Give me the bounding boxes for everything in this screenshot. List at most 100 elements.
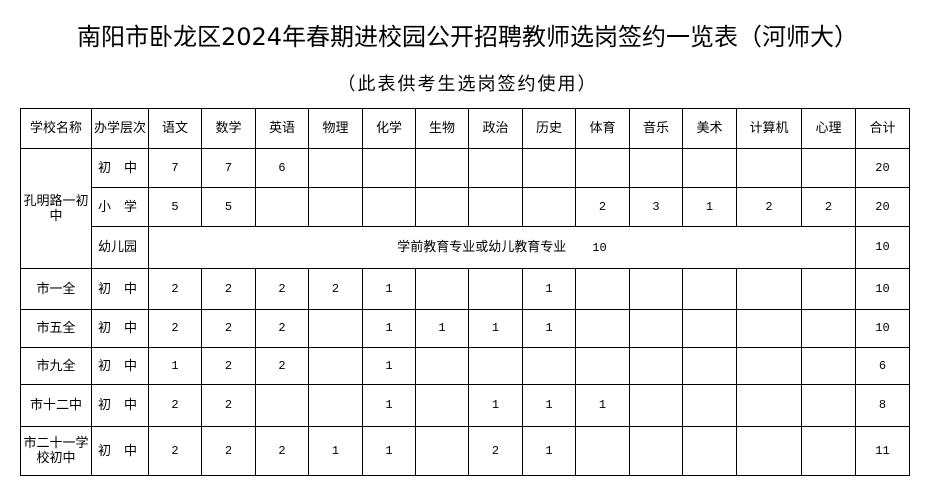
count-cell: [801, 148, 856, 188]
count-cell: 2: [148, 309, 202, 348]
count-cell: [629, 347, 683, 385]
school-name-cell: 市五全: [20, 309, 92, 348]
column-header: 生物: [415, 108, 469, 149]
count-cell: 2: [148, 384, 202, 427]
count-cell: 2: [201, 268, 256, 310]
count-cell: [522, 347, 576, 385]
count-cell: [255, 187, 309, 227]
count-cell: 2: [255, 309, 309, 348]
count-cell: [736, 268, 802, 310]
table-row: 孔明路一初中初 中 7 7 6 20: [20, 148, 910, 269]
kindergarten-requirement-cell: 学前教育专业或幼儿教育专业 10: [148, 226, 856, 269]
count-cell: [801, 268, 856, 310]
school-name-cell: 市九全: [20, 347, 92, 385]
count-cell: 2: [575, 187, 630, 227]
column-header: 办学层次: [91, 108, 149, 149]
total-cell: 10: [855, 268, 910, 310]
level-cell: 小 学: [91, 187, 149, 227]
total-cell: 6: [855, 347, 910, 385]
count-cell: 1: [468, 384, 523, 427]
count-cell: [415, 347, 469, 385]
level-cell: 初 中: [91, 347, 149, 385]
column-header: 合计: [855, 108, 910, 149]
level-cell: 初 中: [91, 426, 149, 476]
count-cell: 2: [255, 268, 309, 310]
count-cell: [736, 309, 802, 348]
count-cell: [575, 347, 630, 385]
school-name-cell: 市十二中: [20, 384, 92, 427]
total-cell: 11: [855, 426, 910, 476]
count-cell: [575, 148, 630, 188]
count-cell: 1: [522, 384, 576, 427]
count-cell: [629, 268, 683, 310]
count-cell: 5: [201, 187, 256, 227]
count-cell: [736, 148, 802, 188]
count-cell: 2: [255, 347, 309, 385]
count-cell: [522, 148, 576, 188]
count-cell: [308, 347, 363, 385]
count-cell: 2: [736, 187, 802, 227]
table-row: 市一全初 中 2 2 2 2 1 1 10: [20, 268, 910, 310]
count-cell: [415, 148, 469, 188]
column-header: 化学: [362, 108, 416, 149]
page-subtitle: （此表供考生选岗签约使用）: [337, 74, 598, 95]
count-cell: [468, 187, 523, 227]
count-cell: [468, 268, 523, 310]
total-cell: 20: [855, 148, 910, 188]
count-cell: 2: [308, 268, 363, 310]
column-header: 语文: [148, 108, 202, 149]
count-cell: [255, 384, 309, 427]
count-cell: 1: [362, 384, 416, 427]
count-cell: [682, 148, 737, 188]
count-cell: [415, 187, 469, 227]
count-cell: 2: [255, 426, 309, 476]
header-row: 学校名称 办学层次 语文 数学 英语 物理 化学 生物 政治 历史 体育 音乐 美术 计算机 心理 合计: [20, 108, 910, 149]
count-cell: [415, 268, 469, 310]
page-title: 南阳市卧龙区2024年春期进校园公开招聘教师选岗签约一览表（河师大）: [76, 23, 859, 51]
count-cell: 1: [362, 426, 416, 476]
total-cell: 10: [855, 309, 910, 348]
table-row: 市二十一学校初中初 中 2 2 2 1 1 2 1 11: [20, 426, 910, 476]
count-cell: [629, 309, 683, 348]
count-cell: [736, 347, 802, 385]
count-cell: 2: [201, 347, 256, 385]
count-cell: 7: [201, 148, 256, 188]
count-cell: 1: [362, 268, 416, 310]
count-cell: 1: [682, 187, 737, 227]
column-header: 体育: [575, 108, 630, 149]
column-header: 美术: [682, 108, 737, 149]
count-cell: [629, 148, 683, 188]
level-cell: 初 中: [91, 384, 149, 427]
column-header: 物理: [308, 108, 363, 149]
count-cell: [629, 384, 683, 427]
count-cell: [308, 309, 363, 348]
column-header: 历史: [522, 108, 576, 149]
count-cell: [682, 347, 737, 385]
kindergarten-major-text: 学前教育专业或幼儿教育专业: [397, 239, 567, 255]
count-cell: [468, 148, 523, 188]
school-name-cell: 市二十一学校初中: [20, 426, 92, 476]
total-cell: 10: [855, 226, 910, 269]
count-cell: [801, 426, 856, 476]
count-cell: [362, 148, 416, 188]
count-cell: 3: [629, 187, 683, 227]
count-cell: 1: [148, 347, 202, 385]
level-cell: 初 中: [91, 268, 149, 310]
count-cell: 2: [201, 384, 256, 427]
count-cell: [308, 384, 363, 427]
count-cell: 2: [201, 309, 256, 348]
count-cell: [801, 309, 856, 348]
level-cell: 初 中: [91, 148, 149, 188]
count-cell: 5: [148, 187, 202, 227]
count-cell: 2: [468, 426, 523, 476]
recruitment-table: 学校名称 办学层次 语文 数学 英语 物理 化学 生物 政治 历史 体育 音乐 美术 计算机 心理 合计 孔明路…: [20, 108, 910, 476]
count-cell: 1: [415, 309, 469, 348]
column-header: 学校名称: [20, 108, 92, 149]
count-cell: 6: [255, 148, 309, 188]
count-cell: 1: [308, 426, 363, 476]
count-cell: [682, 384, 737, 427]
count-cell: 2: [801, 187, 856, 227]
level-cell: 初 中: [91, 309, 149, 348]
